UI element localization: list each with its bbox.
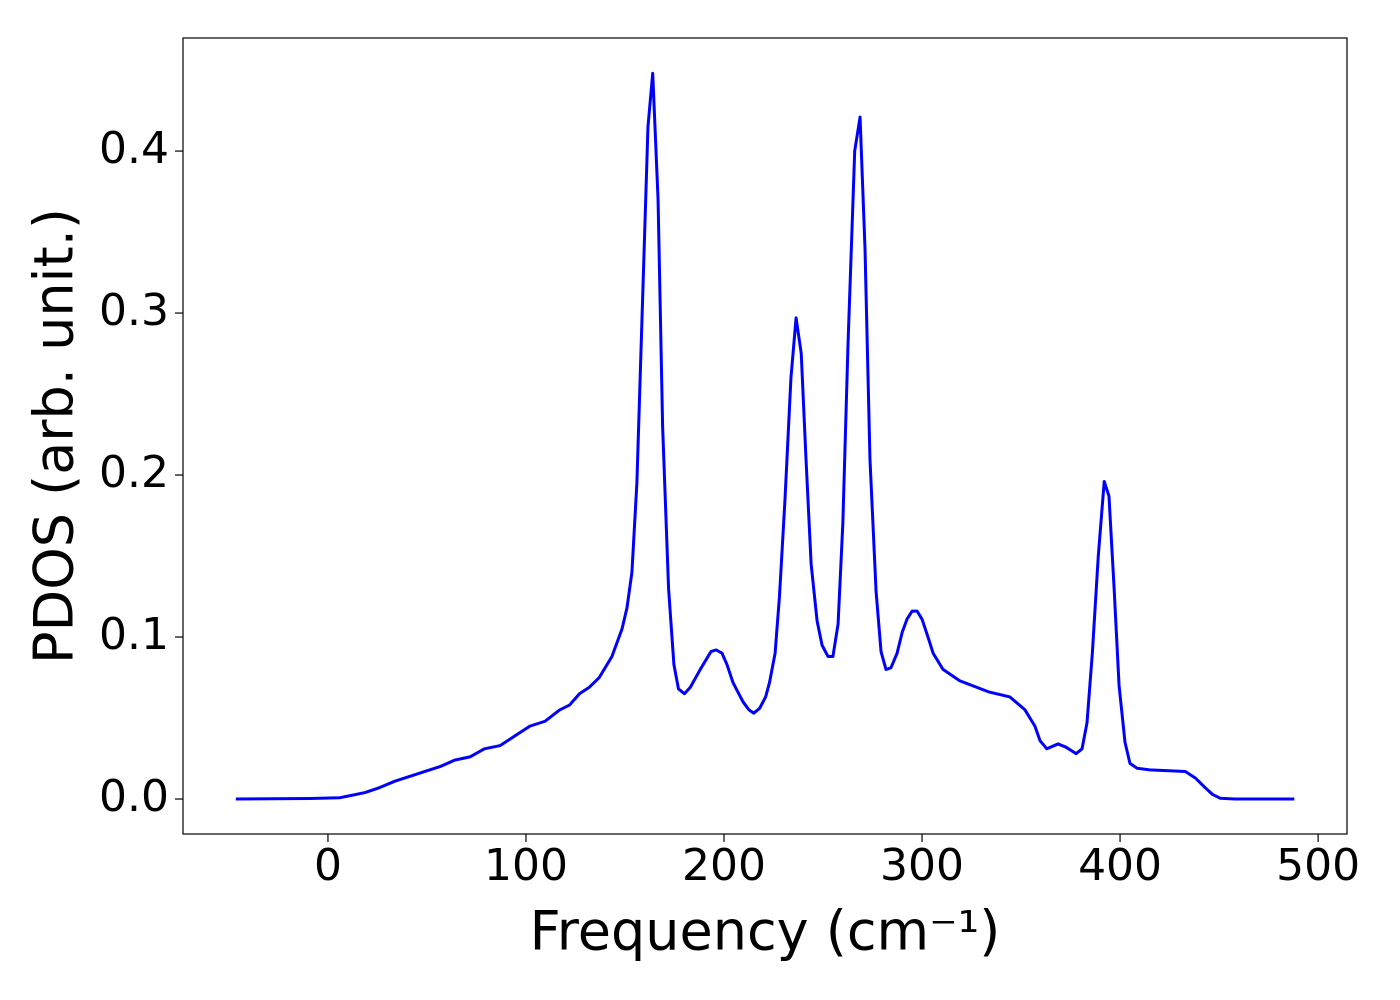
y-tick-label: 0.3 xyxy=(99,285,169,336)
x-tick-label: 100 xyxy=(484,840,568,891)
plot-frame xyxy=(182,37,1348,835)
x-tick-label: 0 xyxy=(314,840,342,891)
y-axis-label: PDOS (arb. unit.) xyxy=(23,208,86,664)
line xyxy=(235,71,1295,801)
x-tick-label: 500 xyxy=(1276,840,1360,891)
x-tick-label: 400 xyxy=(1078,840,1162,891)
y-tick-label: 0.0 xyxy=(99,771,169,822)
y-tick-label: 0.1 xyxy=(99,609,169,660)
y-tick-label: 0.4 xyxy=(99,123,169,174)
y-tick-label: 0.2 xyxy=(99,447,169,498)
x-axis-label: Frequency (cm⁻¹) xyxy=(530,900,1001,963)
x-tick-label: 300 xyxy=(880,840,964,891)
x-tick-label: 200 xyxy=(682,840,766,891)
